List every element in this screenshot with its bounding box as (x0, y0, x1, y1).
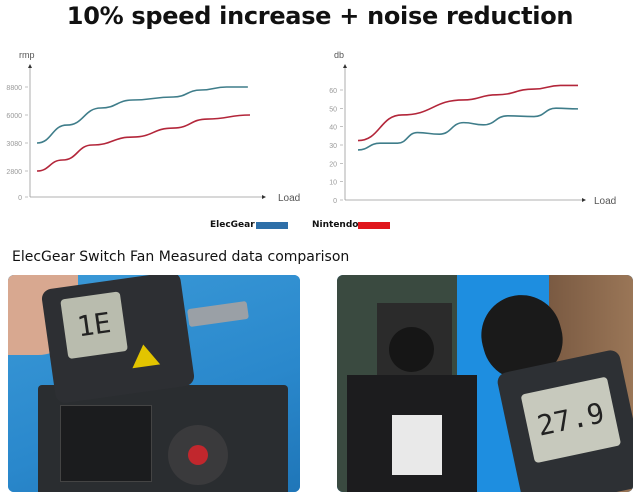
battery (60, 405, 152, 482)
y-tick-label: 3080 (6, 141, 22, 148)
page-title: 10% speed increase + noise reduction (66, 2, 574, 30)
series-line-nintendo (357, 84, 578, 142)
series-line-nintendo (36, 114, 251, 172)
x-axis-label: Load (278, 193, 300, 204)
legend-label-nintendo: Nintendo (312, 220, 359, 230)
x-axis-arrow-icon (582, 198, 586, 202)
laser-dot (188, 445, 208, 465)
y-tick-label: 6000 (6, 113, 22, 120)
x-axis-label: Load (594, 196, 616, 207)
legend-swatch-nintendo (358, 222, 390, 229)
y-tick-label: 40 (329, 125, 337, 132)
legend-swatch-elecgear (256, 222, 288, 229)
sound-meter-display: 27.9 (520, 376, 622, 464)
y-tick-label: 0 (333, 198, 337, 205)
y-tick-label: 10 (329, 180, 337, 187)
y-axis-arrow-icon (343, 64, 347, 68)
y-tick-label: 60 (329, 88, 337, 95)
section-subtitle: ElecGear Switch Fan Measured data compar… (12, 249, 350, 265)
photo-tachometer-measurement: 1E (8, 275, 300, 492)
legend-label-elecgear: ElecGear (210, 220, 255, 230)
tachometer: 1E (40, 275, 196, 405)
tachometer-display: 1E (60, 291, 128, 360)
y-tick-label: 2800 (6, 169, 22, 176)
battery-label (392, 415, 442, 475)
charts: rmp Load 0 2800 3080 6000 8800 db Load 0 10 20 30 40 5… (6, 50, 616, 207)
y-tick-label: 20 (329, 161, 337, 168)
y-tick-label: 30 (329, 143, 337, 150)
fan (389, 327, 434, 372)
sound-level-meter: 27.9 (495, 348, 633, 492)
series-line-elecgear (357, 107, 579, 151)
y-tick-label: 8800 (6, 85, 22, 92)
x-axis-arrow-icon (262, 195, 266, 199)
series-line-elecgear (36, 86, 248, 144)
y-axis-label: db (334, 50, 344, 60)
photo-sound-meter-measurement: 27.9 (337, 275, 633, 492)
y-tick-label: 0 (18, 195, 22, 202)
laser-warning-icon (129, 342, 161, 369)
y-axis-label: rmp (19, 50, 35, 60)
y-tick-label: 50 (329, 106, 337, 113)
y-axis-arrow-icon (28, 64, 32, 68)
